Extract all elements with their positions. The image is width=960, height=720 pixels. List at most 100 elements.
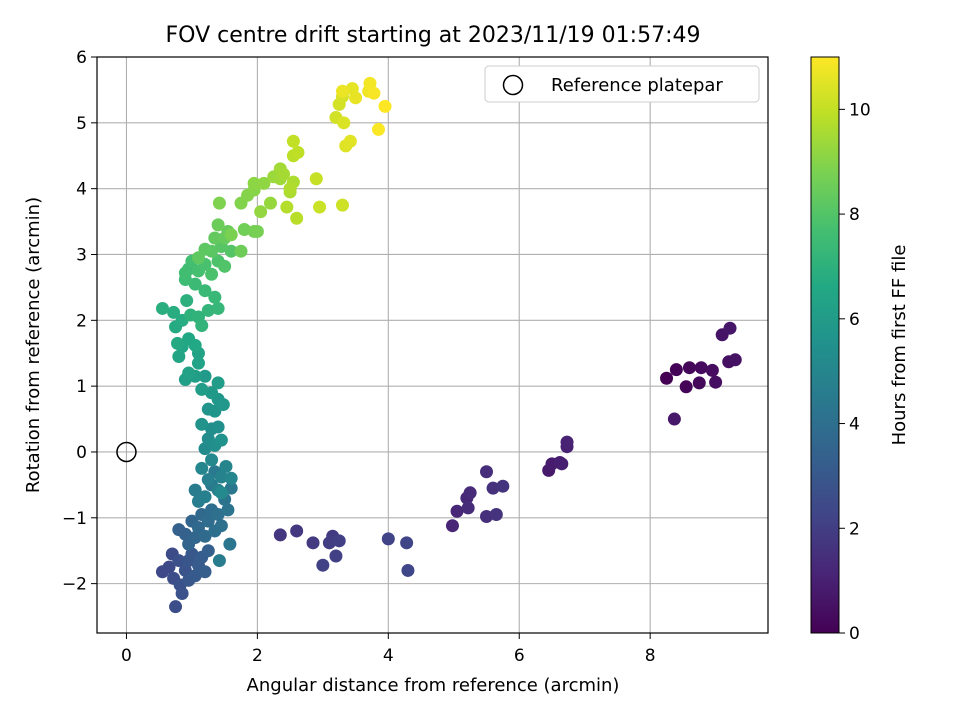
chart-title: FOV centre drift starting at 2023/11/19 … bbox=[166, 23, 701, 48]
data-point bbox=[211, 376, 225, 390]
data-point bbox=[381, 532, 395, 546]
data-point bbox=[180, 294, 194, 308]
data-point bbox=[211, 508, 225, 522]
data-point bbox=[172, 554, 186, 568]
data-point bbox=[367, 86, 381, 100]
data-point bbox=[212, 196, 226, 210]
data-point bbox=[208, 231, 222, 245]
data-point bbox=[198, 442, 212, 456]
data-point bbox=[660, 371, 674, 385]
data-point bbox=[237, 222, 251, 236]
data-point bbox=[290, 211, 304, 225]
data-point bbox=[205, 453, 219, 467]
data-point bbox=[263, 196, 277, 210]
data-point bbox=[198, 529, 212, 543]
data-point bbox=[221, 503, 235, 517]
data-point bbox=[463, 486, 477, 500]
data-point bbox=[198, 565, 212, 579]
data-point bbox=[191, 356, 205, 370]
x-tick-label: 2 bbox=[252, 646, 263, 666]
data-point bbox=[401, 563, 415, 577]
data-point bbox=[171, 336, 185, 350]
data-point bbox=[283, 182, 297, 196]
data-point bbox=[178, 563, 192, 577]
data-point bbox=[306, 536, 320, 550]
data-point bbox=[486, 481, 500, 495]
data-point bbox=[461, 501, 475, 515]
data-point bbox=[182, 366, 196, 380]
legend: Reference platepar bbox=[484, 65, 760, 103]
y-tick-label: 1 bbox=[76, 377, 87, 397]
data-point bbox=[445, 519, 459, 533]
colorbar-tick-label: 0 bbox=[849, 624, 860, 644]
data-point bbox=[211, 218, 225, 232]
data-point bbox=[224, 244, 238, 258]
data-point bbox=[218, 259, 232, 273]
data-point bbox=[329, 549, 343, 563]
x-tick-label: 0 bbox=[121, 646, 132, 666]
y-axis-ticks: −2 −1 0 1 2 3 4 5 6 bbox=[62, 48, 97, 595]
data-point bbox=[205, 386, 219, 400]
data-point bbox=[195, 382, 209, 396]
data-point bbox=[198, 369, 212, 383]
colorbar-tick-label: 2 bbox=[849, 519, 860, 539]
data-point bbox=[705, 363, 719, 377]
data-point bbox=[178, 266, 192, 280]
data-point bbox=[378, 99, 392, 113]
data-point bbox=[250, 224, 264, 238]
data-point bbox=[363, 76, 377, 90]
data-point bbox=[185, 547, 199, 561]
data-point bbox=[322, 536, 336, 550]
data-point bbox=[667, 412, 681, 426]
data-point bbox=[560, 435, 574, 449]
legend-box bbox=[484, 65, 760, 103]
data-point bbox=[212, 554, 226, 568]
y-tick-label: −2 bbox=[62, 575, 87, 595]
colorbar-tick-label: 8 bbox=[849, 205, 860, 225]
data-point bbox=[211, 301, 225, 315]
data-point bbox=[214, 470, 228, 484]
data-point bbox=[290, 524, 304, 538]
data-point bbox=[201, 473, 215, 487]
data-point bbox=[480, 465, 494, 479]
data-point bbox=[201, 514, 215, 528]
data-point bbox=[178, 527, 192, 541]
data-point bbox=[195, 417, 209, 431]
data-point bbox=[167, 305, 181, 319]
data-point bbox=[211, 420, 225, 434]
data-point bbox=[155, 301, 169, 315]
y-tick-label: 2 bbox=[76, 311, 87, 331]
data-point bbox=[188, 483, 202, 497]
data-point bbox=[224, 471, 238, 485]
data-point bbox=[198, 284, 212, 298]
y-tick-label: 4 bbox=[76, 180, 87, 200]
data-point bbox=[480, 509, 494, 523]
colorbar-tick-label: 4 bbox=[849, 415, 860, 435]
data-point bbox=[291, 145, 305, 159]
data-point bbox=[694, 361, 708, 375]
data-point bbox=[195, 461, 209, 475]
data-point bbox=[692, 376, 706, 390]
data-point bbox=[216, 398, 230, 412]
colorbar-tick-label: 10 bbox=[849, 100, 871, 120]
y-tick-label: −1 bbox=[62, 509, 87, 529]
y-tick-label: 6 bbox=[76, 48, 87, 68]
reference-point bbox=[116, 441, 137, 463]
data-point bbox=[214, 519, 228, 533]
data-point bbox=[224, 228, 238, 242]
data-point bbox=[254, 205, 268, 219]
data-point bbox=[198, 490, 212, 504]
data-point bbox=[335, 198, 349, 212]
data-point bbox=[191, 251, 205, 265]
data-point bbox=[214, 486, 228, 500]
data-point bbox=[205, 267, 219, 281]
y-tick-label: 5 bbox=[76, 114, 87, 134]
x-axis-label: Angular distance from reference (arcmin) bbox=[247, 675, 620, 696]
data-point bbox=[280, 200, 294, 214]
data-point bbox=[188, 277, 202, 291]
x-axis-ticks: 0 2 4 6 8 bbox=[121, 633, 656, 666]
legend-label: Reference platepar bbox=[551, 75, 723, 96]
data-point bbox=[682, 361, 696, 375]
data-point bbox=[201, 544, 215, 558]
